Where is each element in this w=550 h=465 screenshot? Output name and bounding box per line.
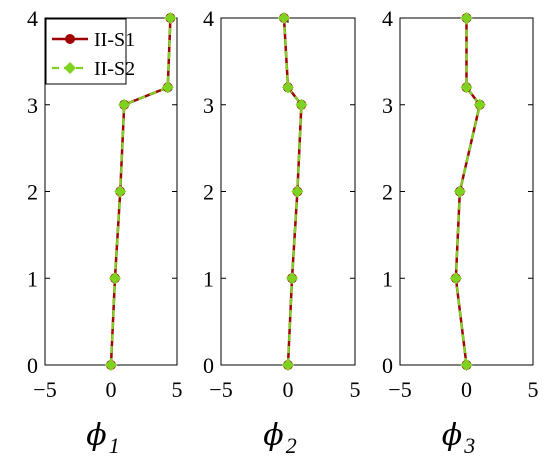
y-tick-label: 0 (203, 353, 214, 378)
legend-label: II-S1 (94, 29, 135, 51)
x-tick-label: −5 (209, 377, 232, 402)
data-point-II-S2 (105, 359, 117, 371)
legend-label: II-S2 (94, 58, 135, 80)
data-point-II-S2 (108, 272, 121, 285)
x-tick-label: 0 (461, 377, 472, 402)
x-axis-label: ϕ3 (442, 418, 475, 458)
y-tick-label: 3 (27, 93, 38, 118)
data-point-II-S2 (282, 359, 294, 371)
x-tick-label: 0 (283, 377, 294, 402)
y-tick-label: 4 (27, 6, 38, 31)
y-tick-label: 1 (27, 266, 38, 291)
x-tick-label: 0 (106, 377, 117, 402)
y-tick-label: 2 (203, 180, 214, 205)
y-tick-label: 4 (382, 6, 393, 31)
legend-swatch-marker (65, 34, 75, 44)
x-axis-label: ϕ2 (263, 418, 296, 458)
series-line-II-S2 (109, 17, 172, 366)
x-tick-label: 5 (350, 377, 361, 402)
y-tick-label: 3 (382, 93, 393, 118)
data-point-II-S2 (460, 12, 473, 24)
data-point-II-S2 (118, 98, 131, 111)
data-point-II-S2 (277, 12, 290, 24)
data-point-II-S2 (291, 185, 304, 198)
legend-swatch-marker (64, 62, 76, 74)
y-tick-label: 2 (382, 180, 393, 205)
data-point-II-S2 (460, 359, 473, 371)
series-line-II-S2 (454, 18, 481, 366)
y-tick-label: 0 (382, 353, 393, 378)
y-tick-label: 3 (203, 93, 214, 118)
legend: II-S1 II-S2 (45, 18, 135, 85)
x-tick-label: 5 (528, 377, 539, 402)
y-tick-label: 1 (382, 266, 393, 291)
data-point-II-S2 (282, 81, 294, 94)
x-tick-label: 5 (172, 377, 183, 402)
y-tick-label: 1 (203, 266, 214, 291)
data-point-II-S2 (295, 98, 308, 111)
data-point-II-S2 (473, 98, 486, 111)
y-tick-label: 0 (27, 353, 38, 378)
data-point-II-S2 (453, 185, 466, 198)
y-tick-label: 4 (203, 6, 214, 31)
series-line-II-S2 (282, 17, 303, 366)
data-point-II-S2 (286, 272, 299, 285)
data-point-II-S2 (164, 12, 177, 24)
data-point-II-S2 (161, 81, 174, 94)
data-point-II-S2 (460, 81, 473, 94)
data-point-II-S2 (114, 185, 127, 198)
x-axis-label: ϕ1 (86, 418, 119, 458)
y-tick-label: 2 (27, 180, 38, 205)
x-tick-label: −5 (33, 377, 56, 402)
x-tick-label: −5 (388, 377, 411, 402)
legend-box (45, 18, 127, 85)
data-point-II-S2 (449, 272, 462, 285)
